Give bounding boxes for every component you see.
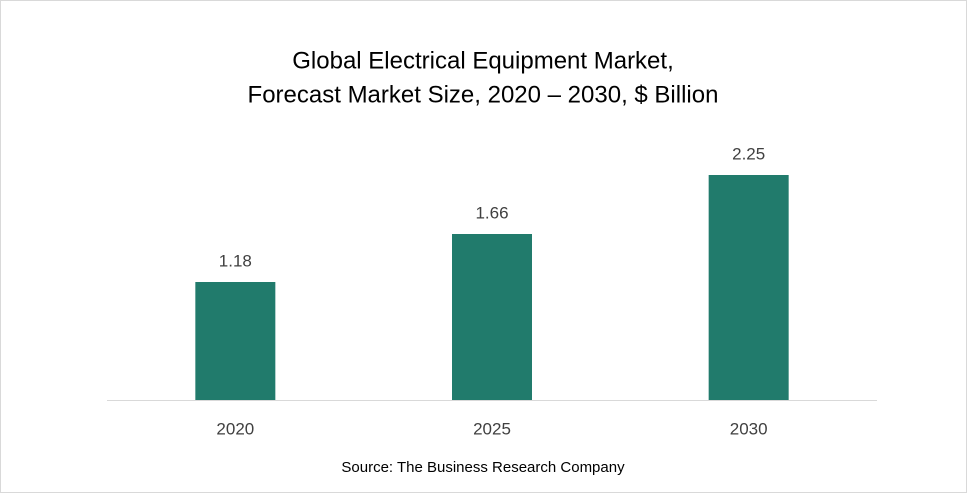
x-tick-label: 2020: [216, 419, 254, 438]
x-tick-label: 2025: [473, 419, 511, 438]
bar: [195, 282, 276, 400]
value-label: 1.18: [219, 251, 252, 270]
chart-subtitle: Forecast Market Size, 2020 – 2030, $ Bil…: [248, 81, 719, 108]
bar: [452, 234, 532, 400]
bar: [708, 175, 789, 400]
value-label: 1.66: [475, 203, 508, 222]
source: Source: The Business Research Company: [341, 459, 625, 476]
value-label: 2.25: [732, 144, 765, 163]
x-tick-label: 2030: [730, 419, 768, 438]
chart-title: Global Electrical Equipment Market,: [292, 47, 674, 74]
